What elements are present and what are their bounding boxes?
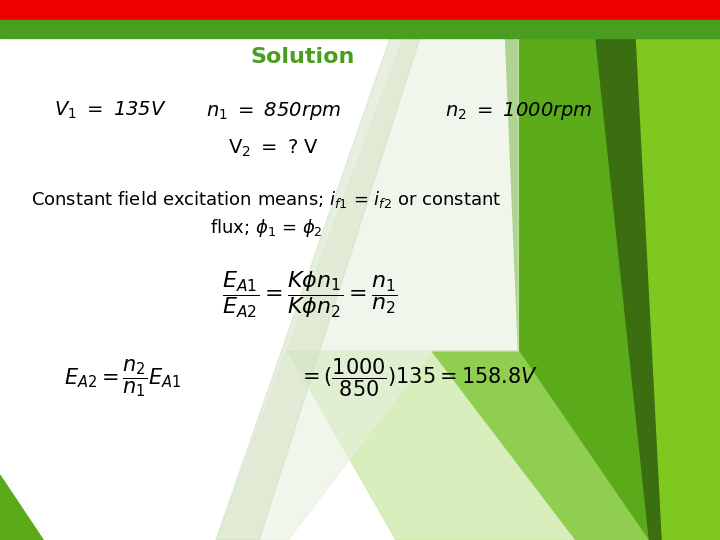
Text: V$_2$ $=$ ? V: V$_2$ $=$ ? V	[228, 138, 319, 159]
Polygon shape	[634, 0, 720, 540]
Polygon shape	[216, 0, 432, 540]
Bar	[0, 20, 720, 38]
Text: Solution: Solution	[251, 46, 354, 67]
Text: $= (\dfrac{1000}{850})135 = 158.8V$: $= (\dfrac{1000}{850})135 = 158.8V$	[297, 357, 538, 399]
Polygon shape	[590, 0, 720, 540]
Polygon shape	[288, 351, 576, 540]
Text: $\dfrac{E_{A1}}{E_{A2}} = \dfrac{K\phi n_1}{K\phi n_2} = \dfrac{n_1}{n_2}$: $\dfrac{E_{A1}}{E_{A2}} = \dfrac{K\phi n…	[222, 269, 397, 320]
Polygon shape	[504, 0, 648, 540]
Polygon shape	[216, 0, 518, 540]
Polygon shape	[432, 351, 648, 540]
Text: flux; $\phi_1$ = $\phi_2$: flux; $\phi_1$ = $\phi_2$	[210, 217, 323, 239]
Text: $n_2$ $=$ 1000$rpm$: $n_2$ $=$ 1000$rpm$	[444, 100, 593, 122]
Polygon shape	[0, 475, 43, 540]
Text: Constant field excitation means; $i_{f1}$ = $i_{f2}$ or constant: Constant field excitation means; $i_{f1}…	[31, 190, 502, 210]
Text: $E_{A2} = \dfrac{n_2}{n_1} E_{A1}$: $E_{A2} = \dfrac{n_2}{n_1} E_{A1}$	[63, 357, 181, 399]
Text: V$_1$ $=$ 135V: V$_1$ $=$ 135V	[54, 100, 167, 122]
Bar	[0, 0, 720, 20]
Text: $n_1$ $=$ 850$rpm$: $n_1$ $=$ 850$rpm$	[206, 100, 341, 122]
